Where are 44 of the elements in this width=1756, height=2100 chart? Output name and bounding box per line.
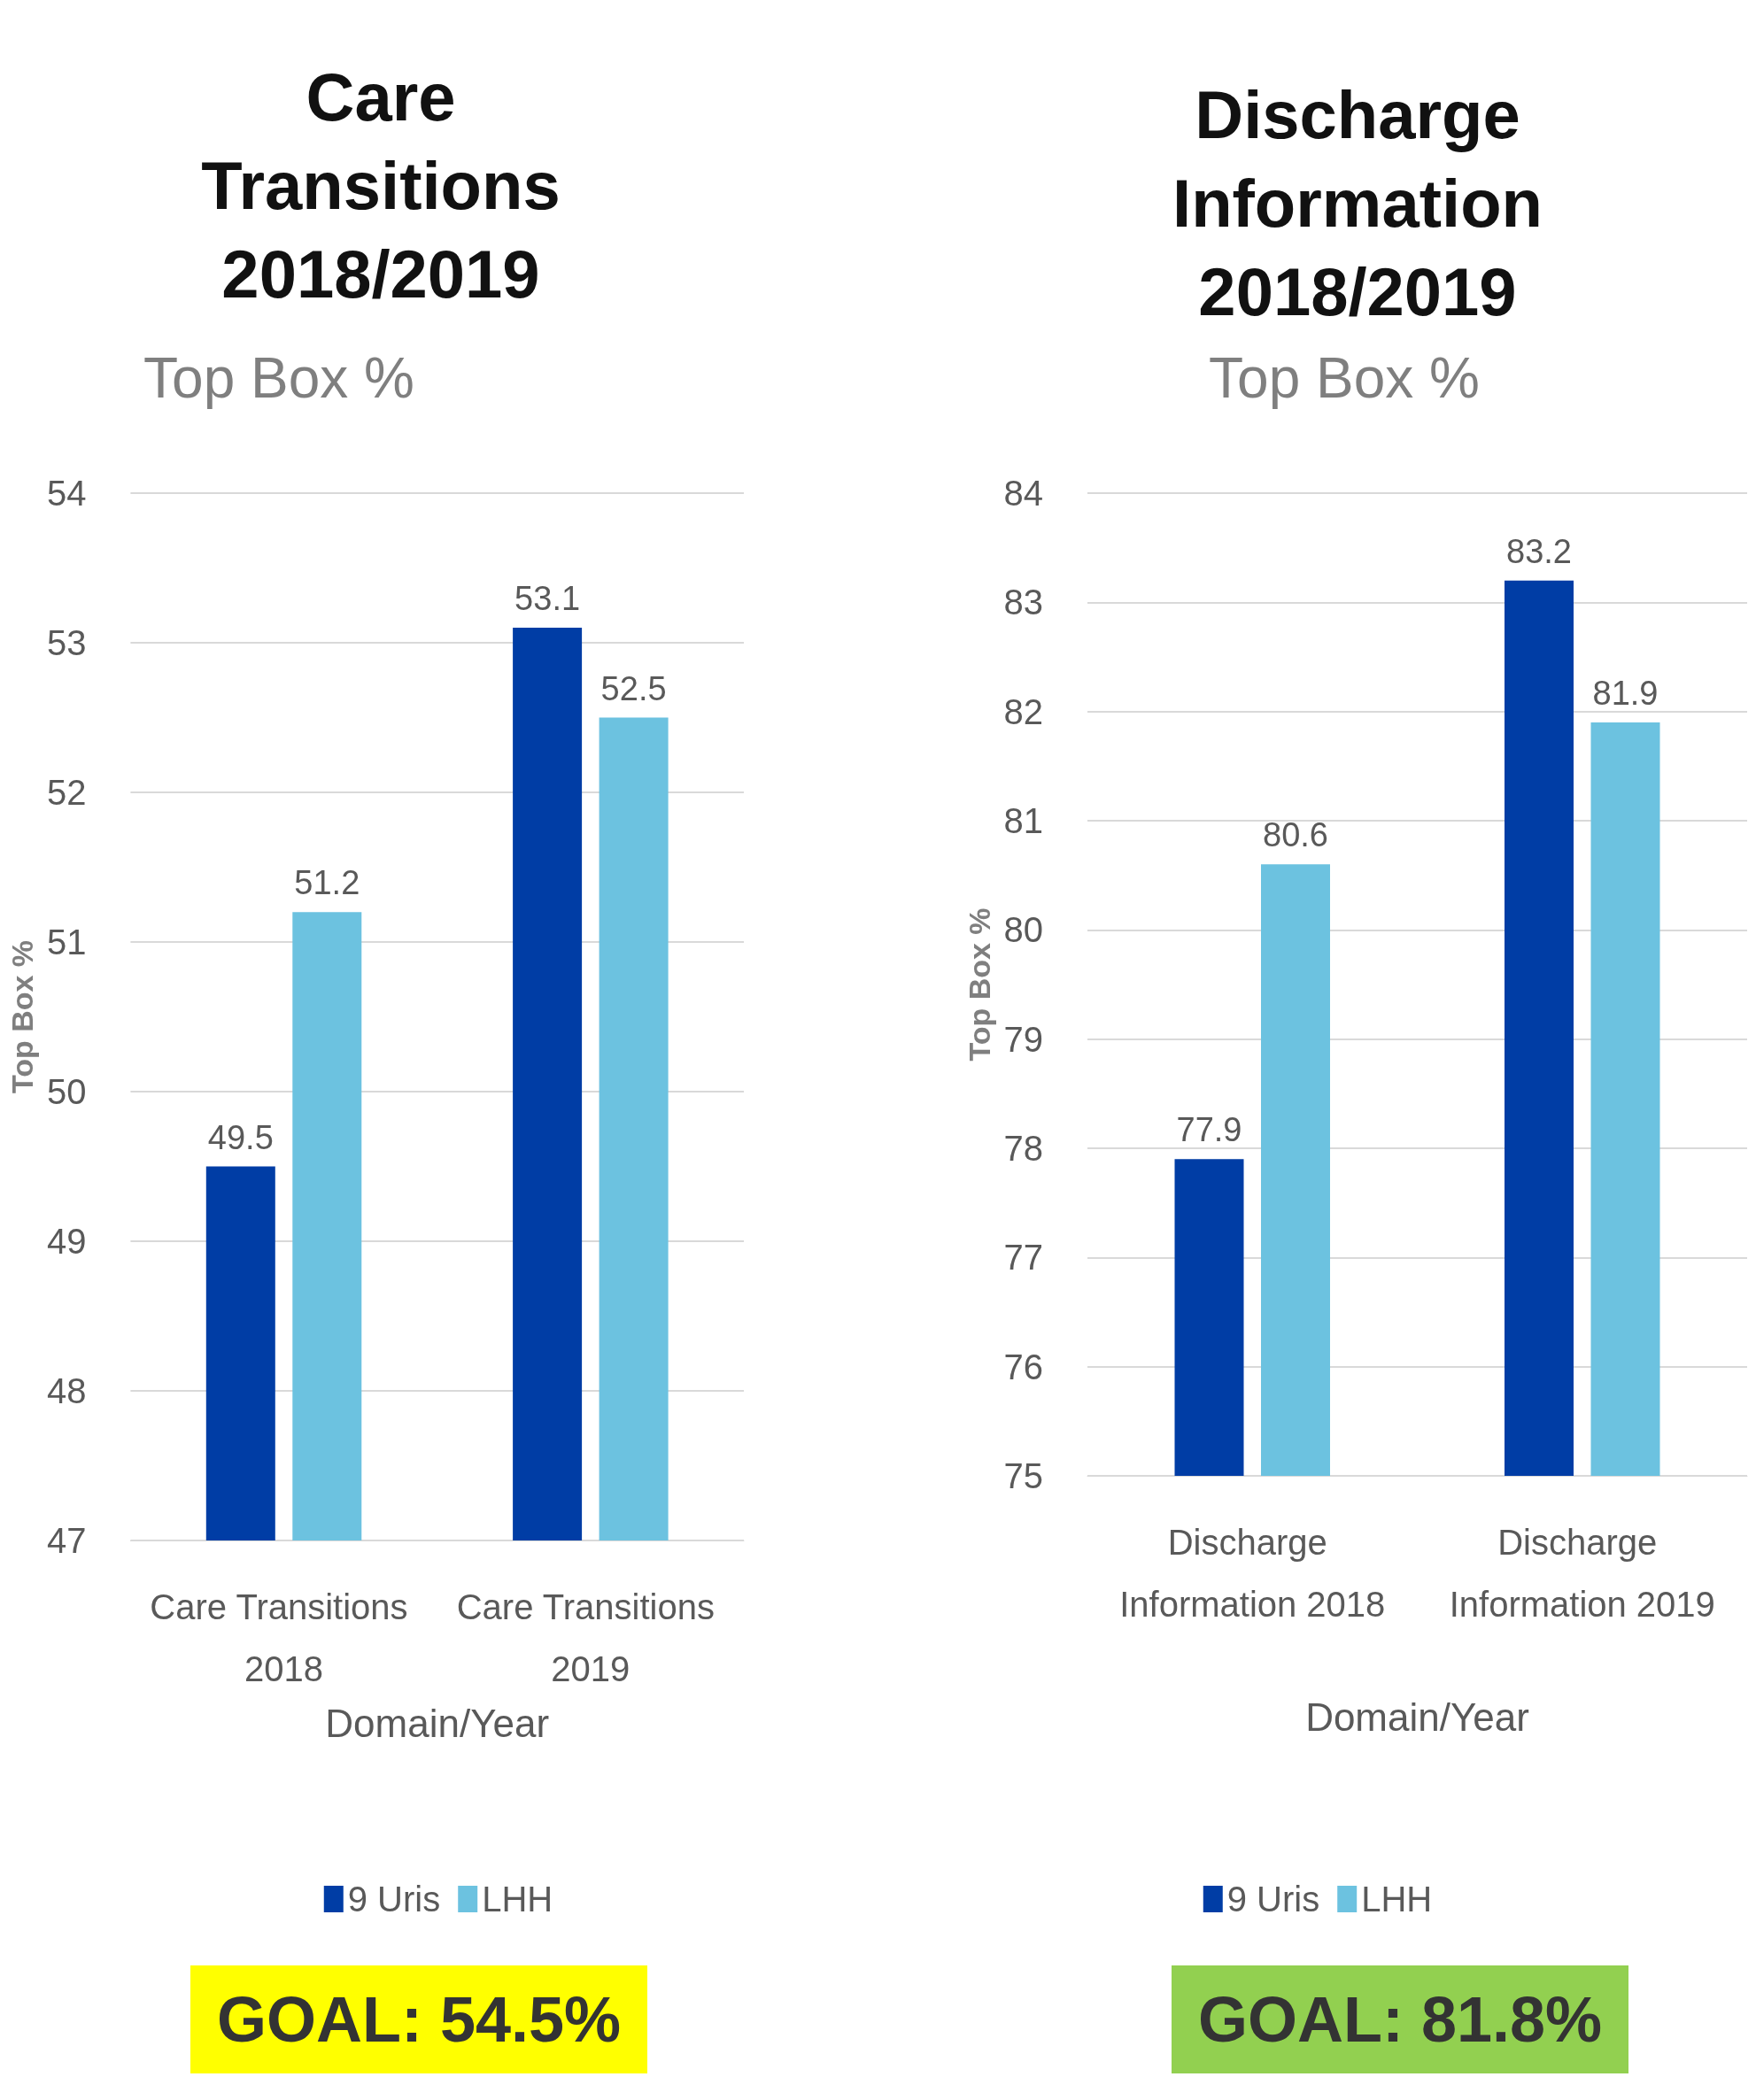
y-axis-title: Top Box % bbox=[962, 907, 996, 1062]
y-tick-label: 79 bbox=[1003, 1019, 1043, 1059]
data-label: 83.2 bbox=[1506, 532, 1572, 570]
y-tick-label: 76 bbox=[1003, 1347, 1043, 1386]
x-axis-title: Domain/Year bbox=[1305, 1695, 1529, 1739]
chart-subtitle: Top Box % bbox=[1208, 345, 1481, 411]
text: GOAL: 81.8% bbox=[1172, 1965, 1629, 2073]
text: GOAL: 54.5% bbox=[190, 1965, 648, 2073]
x-tick-label: Discharge Information 2019 bbox=[1449, 1523, 1715, 1624]
data-label: 51.2 bbox=[294, 864, 360, 902]
data-label: 52.5 bbox=[600, 669, 667, 707]
data-label: 77.9 bbox=[1176, 1111, 1242, 1149]
y-tick-label: 48 bbox=[46, 1371, 87, 1410]
y-tick-label: 77 bbox=[1003, 1238, 1043, 1278]
chart-subtitle: Top Box % bbox=[143, 345, 415, 411]
y-tick-label: 51 bbox=[46, 923, 87, 961]
y-tick-label: 80 bbox=[1003, 910, 1043, 950]
y-tick-label: 53 bbox=[46, 623, 87, 662]
legend-label: 9 Uris bbox=[347, 1880, 441, 1919]
data-label: 80.6 bbox=[1263, 816, 1328, 854]
chart-title: Care Transitions 2018/2019 bbox=[200, 58, 561, 313]
y-tick-label: 75 bbox=[1003, 1456, 1043, 1495]
y-tick-label: 49 bbox=[46, 1222, 87, 1261]
y-tick-label: 83 bbox=[1003, 583, 1043, 622]
y-tick-label: 81 bbox=[1003, 801, 1043, 840]
chart-title: Discharge Information 2018/2019 bbox=[1172, 76, 1543, 331]
legend-label: 9 Uris bbox=[1226, 1880, 1320, 1919]
y-axis-title: Top Box % bbox=[5, 939, 39, 1094]
y-tick-label: 47 bbox=[46, 1521, 87, 1560]
y-tick-label: 82 bbox=[1003, 691, 1043, 731]
x-tick-label: Care Transitions 2018 bbox=[150, 1587, 418, 1688]
y-tick-label: 50 bbox=[46, 1072, 87, 1111]
y-tick-label: 84 bbox=[1003, 474, 1043, 513]
legend-label: LHH bbox=[482, 1880, 553, 1919]
x-tick-label: Care Transitions 2019 bbox=[456, 1587, 725, 1688]
data-label: 49.5 bbox=[207, 1118, 274, 1156]
x-tick-label: Discharge Information 2018 bbox=[1119, 1523, 1386, 1624]
y-tick-label: 54 bbox=[46, 474, 87, 513]
data-label: 53.1 bbox=[514, 580, 581, 618]
y-tick-label: 78 bbox=[1003, 1129, 1043, 1168]
legend-label: LHH bbox=[1361, 1880, 1433, 1919]
y-tick-label: 52 bbox=[46, 773, 87, 812]
x-axis-title: Domain/Year bbox=[325, 1702, 550, 1746]
data-label: 81.9 bbox=[1592, 675, 1659, 712]
